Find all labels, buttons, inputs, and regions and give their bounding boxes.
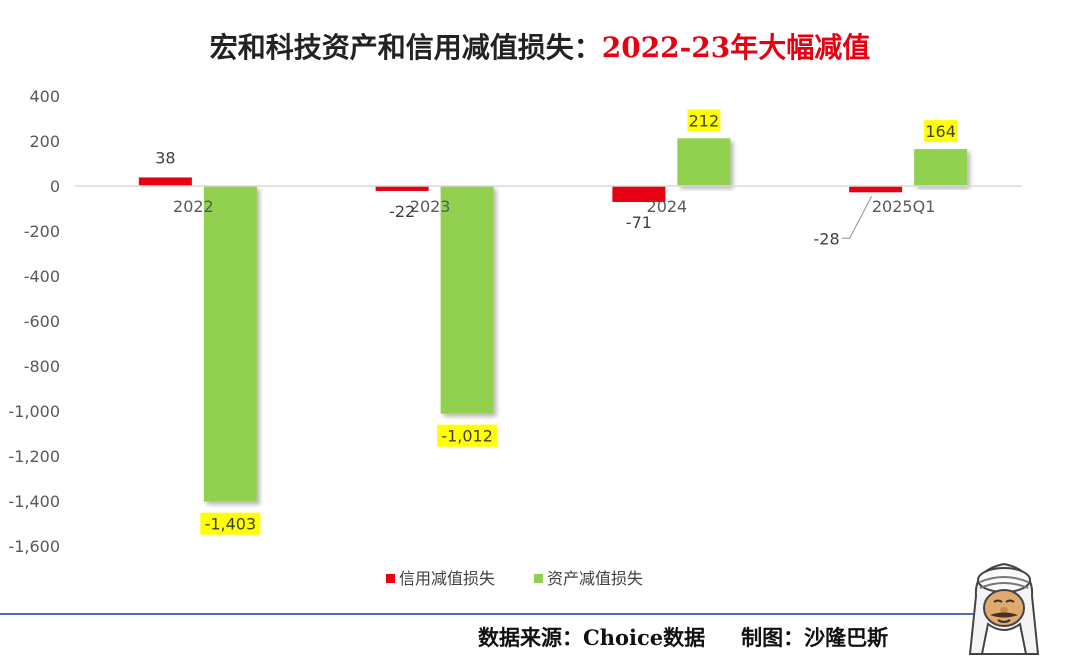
asset-loss-value-label: 164 xyxy=(925,122,956,141)
credit-loss-value-label: -28 xyxy=(813,229,839,248)
credit-loss-value-label: -71 xyxy=(626,213,652,232)
asset-loss-bar xyxy=(677,138,731,186)
y-tick-label: -400 xyxy=(24,267,60,286)
source-text: 数据来源：Choice数据 xyxy=(478,625,706,650)
asset-loss-bar xyxy=(914,149,968,186)
author-text: 制图：沙隆巴斯 xyxy=(741,625,889,650)
asset-loss-label-box xyxy=(200,512,261,535)
asset-loss-label-box xyxy=(687,109,721,132)
label-leader-line xyxy=(841,196,873,239)
y-tick-label: 200 xyxy=(29,132,60,151)
y-tick-label: -1,000 xyxy=(8,402,60,421)
legend-asset-label: 资产减值损失 xyxy=(547,569,643,588)
asset-loss-label-box xyxy=(437,424,498,447)
y-axis: 400 200 0 -200 -400 -600 -800 -1,000 -1,200 -1,40… xyxy=(8,87,60,556)
source-credit: 数据来源：Choice数据 制图：沙隆巴斯 xyxy=(478,622,888,652)
y-tick-label: -1,600 xyxy=(8,537,60,556)
bar-chart: 400 200 0 -200 -400 -600 -800 -1,000 -1,200 -1,40… xyxy=(8,87,1022,588)
asset-loss-value-label: 212 xyxy=(689,111,720,130)
x-category-label: 2022 xyxy=(173,197,214,216)
y-tick-label: -1,200 xyxy=(8,447,60,466)
x-category-label: 2023 xyxy=(410,197,451,216)
credit-loss-bar xyxy=(612,186,666,202)
y-tick-label: -200 xyxy=(24,222,60,241)
credit-loss-bar xyxy=(849,186,903,193)
credit-loss-value-label: -22 xyxy=(389,202,415,221)
asset-loss-value-label: -1,403 xyxy=(205,515,257,534)
legend: 信用减值损失 资产减值损失 xyxy=(386,569,643,588)
chart-title-main: 宏和科技资产和信用减值损失： xyxy=(209,31,602,64)
legend-asset-swatch xyxy=(534,574,543,583)
bars xyxy=(138,138,968,502)
chart-title: 宏和科技资产和信用减值损失：2022-23年大幅减值 xyxy=(0,26,1080,66)
legend-credit-swatch xyxy=(386,574,395,583)
y-tick-label: 400 xyxy=(29,87,60,106)
y-tick-label: -600 xyxy=(24,312,60,331)
y-tick-label: -800 xyxy=(24,357,60,376)
credit-loss-bar xyxy=(138,177,192,186)
x-category-label: 2024 xyxy=(647,197,688,216)
x-category-label: 2025Q1 xyxy=(872,197,936,216)
mascot-avatar-icon xyxy=(968,562,1040,655)
asset-loss-bar xyxy=(440,186,494,414)
y-tick-label: 0 xyxy=(50,177,60,196)
footer-divider xyxy=(0,613,1000,615)
category-labels: 2022 2023 2024 2025Q1 xyxy=(173,197,935,216)
credit-loss-value-label: 38 xyxy=(155,148,175,167)
asset-loss-label-box xyxy=(924,120,958,143)
credit-loss-bar xyxy=(375,186,429,191)
y-tick-label: -1,400 xyxy=(8,492,60,511)
legend-credit-label: 信用减值损失 xyxy=(399,569,495,588)
chart-title-highlight: 2022-23年大幅减值 xyxy=(601,31,871,64)
asset-loss-value-label: -1,012 xyxy=(441,427,493,446)
asset-loss-bar xyxy=(203,186,257,502)
data-labels: 38 -1,403 -22 -1,012 -71 212 -28 164 xyxy=(155,109,958,535)
